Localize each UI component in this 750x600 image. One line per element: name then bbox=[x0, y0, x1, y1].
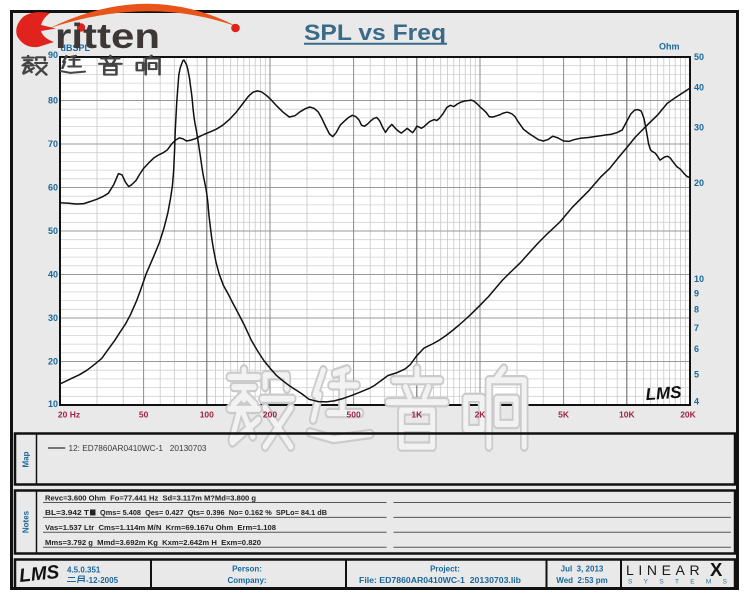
svg-text:Company:: Company: bbox=[227, 576, 266, 585]
svg-text:40: 40 bbox=[48, 270, 58, 280]
svg-text:9: 9 bbox=[694, 288, 699, 298]
svg-text:X: X bbox=[710, 559, 723, 580]
svg-text:4: 4 bbox=[694, 397, 699, 407]
svg-text:30: 30 bbox=[694, 122, 704, 132]
svg-text:80: 80 bbox=[48, 96, 58, 106]
svg-text:Notes: Notes bbox=[22, 510, 31, 533]
svg-text:4.5.0.351: 4.5.0.351 bbox=[67, 566, 101, 575]
svg-text:ritten: ritten bbox=[55, 17, 160, 56]
svg-text:dBSPL: dBSPL bbox=[61, 43, 91, 53]
svg-text:Vas=1.537 Ltr Cms=1.114m M/N: Vas=1.537 Ltr Cms=1.114m M/N Krm=69.167u… bbox=[45, 523, 276, 532]
svg-text:2K: 2K bbox=[475, 410, 487, 420]
svg-text:30: 30 bbox=[48, 313, 58, 323]
svg-text:Wed 2:53 pm: Wed 2:53 pm bbox=[556, 576, 607, 585]
svg-text:7: 7 bbox=[694, 323, 699, 333]
svg-text:Mms=3.792 g Mmd=3.692m Kg Kx: Mms=3.792 g Mmd=3.692m Kg Kxm=2.642m H E… bbox=[45, 538, 261, 547]
svg-text:LMS: LMS bbox=[645, 383, 683, 405]
svg-text:60: 60 bbox=[48, 183, 58, 193]
svg-text:500: 500 bbox=[347, 410, 361, 420]
svg-text:-12-2005: -12-2005 bbox=[86, 576, 119, 585]
svg-text:SYSTEMS: SYSTEMS bbox=[628, 579, 728, 586]
svg-text:1K: 1K bbox=[411, 410, 423, 420]
svg-text:Jul 3, 2013: Jul 3, 2013 bbox=[561, 565, 604, 574]
svg-text:50: 50 bbox=[694, 52, 704, 62]
svg-text:File: ED7860AR0410WC-1 201307: File: ED7860AR0410WC-1 20130703.lib bbox=[359, 576, 521, 585]
svg-text:BL=3.942 T: BL=3.942 T bbox=[45, 508, 89, 517]
svg-text:10K: 10K bbox=[619, 410, 635, 420]
svg-text:20 Hz: 20 Hz bbox=[58, 410, 80, 420]
svg-text:20K: 20K bbox=[680, 410, 696, 420]
svg-text:Qms= 5.408 Qes= 0.427 Qts= 0: Qms= 5.408 Qes= 0.427 Qts= 0.396 No= 0.1… bbox=[100, 508, 328, 517]
svg-text:90: 90 bbox=[48, 50, 58, 60]
svg-text:SPL vs Freq: SPL vs Freq bbox=[304, 20, 446, 45]
svg-text:Person:: Person: bbox=[232, 565, 262, 574]
svg-text:10: 10 bbox=[694, 274, 704, 284]
svg-text:50: 50 bbox=[139, 410, 149, 420]
svg-text:6: 6 bbox=[694, 344, 699, 354]
svg-text:LINEAR: LINEAR bbox=[626, 562, 704, 578]
svg-text:200: 200 bbox=[263, 410, 277, 420]
svg-text:LMS: LMS bbox=[18, 562, 60, 587]
svg-text:Map: Map bbox=[22, 451, 31, 467]
svg-text:Revc=3.600 Ohm Fo=77.441 Hz: Revc=3.600 Ohm Fo=77.441 Hz Sd=3.117m M?… bbox=[45, 493, 256, 502]
svg-text:10: 10 bbox=[48, 399, 58, 409]
svg-text:100: 100 bbox=[200, 410, 214, 420]
svg-text:20: 20 bbox=[48, 357, 58, 367]
svg-text:70: 70 bbox=[48, 139, 58, 149]
svg-text:Ohm: Ohm bbox=[659, 42, 680, 52]
svg-text:5: 5 bbox=[694, 369, 699, 379]
svg-text:20: 20 bbox=[694, 178, 704, 188]
svg-text:5K: 5K bbox=[558, 410, 570, 420]
svg-text:40: 40 bbox=[694, 83, 704, 93]
svg-text:12: ED7860AR0410WC-1 2013070: 12: ED7860AR0410WC-1 20130703 bbox=[69, 444, 207, 453]
svg-text:Project:: Project: bbox=[430, 565, 460, 574]
svg-text:50: 50 bbox=[48, 226, 58, 236]
svg-text:8: 8 bbox=[694, 305, 699, 315]
